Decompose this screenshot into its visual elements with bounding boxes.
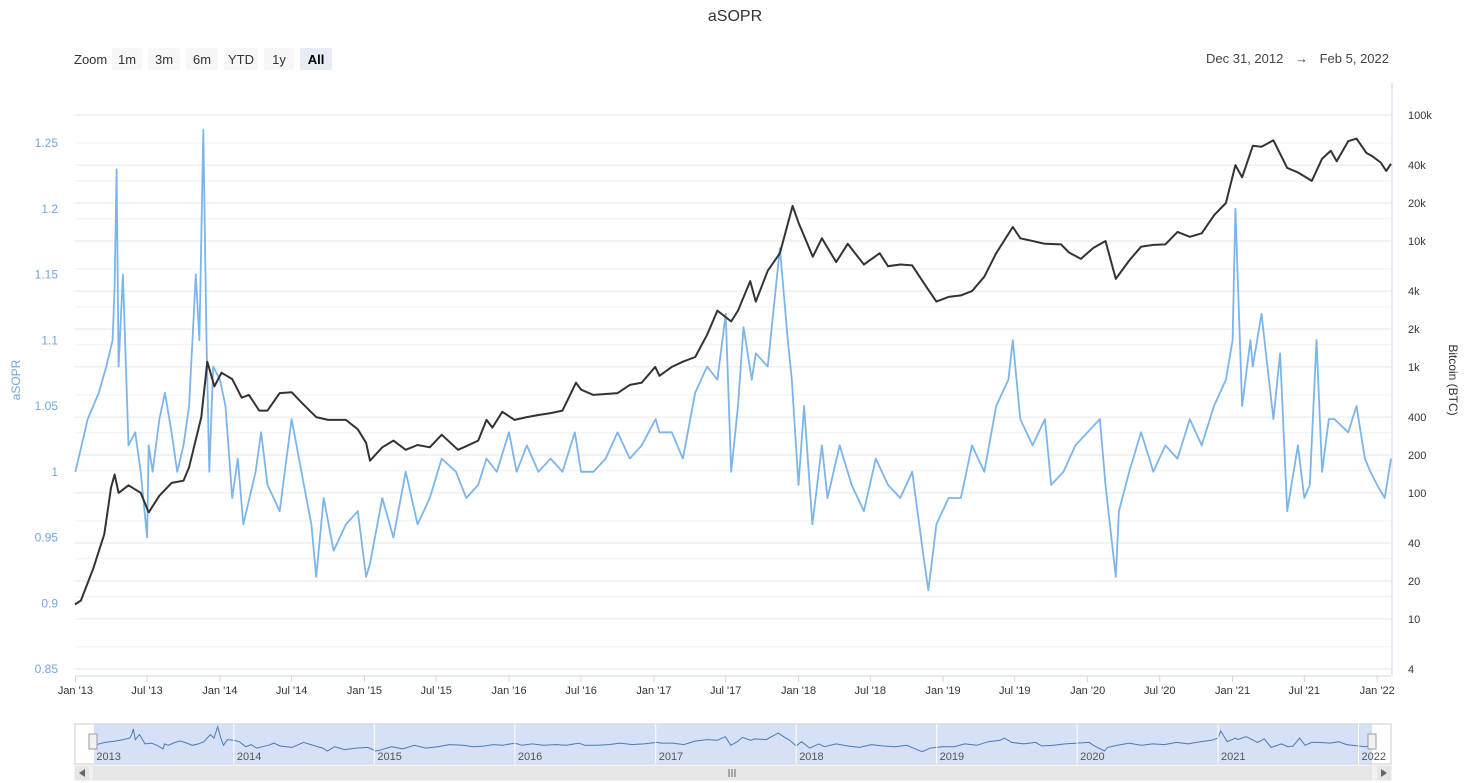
zoom-button-label: 3m (155, 52, 173, 67)
left-axis-tick: 0.85 (35, 662, 59, 676)
right-axis-tick: 10 (1408, 614, 1420, 626)
x-axis-tick: Jul '21 (1289, 685, 1320, 697)
x-axis-tick: Jan '16 (491, 685, 526, 697)
axes: 4 10 20 40 100 200 400 1k 2k 4k 10k 20k 40k 100k 0.85 0… (35, 83, 1432, 697)
navigator-tick: 2014 (237, 751, 261, 763)
navigator[interactable]: 2013 2014 2015 2016 2017 2018 2019 2020 2021 2022 (74, 723, 1392, 781)
asopr-series-line (74, 128, 1392, 591)
right-axis-tick: 10k (1408, 236, 1426, 248)
zoom-button-label: 6m (193, 52, 211, 67)
right-axis-tick: 1k (1408, 362, 1420, 374)
x-axis-tick: Jan '22 (1360, 685, 1395, 697)
x-axis-tick: Jan '21 (1215, 685, 1250, 697)
arrow-right-icon (1381, 769, 1387, 777)
zoom-button-label: All (308, 52, 325, 67)
date-range-text[interactable]: Dec 31, 2012 → Feb 5, 2022 (1206, 51, 1389, 66)
x-axis-tick: Jan '18 (781, 685, 816, 697)
zoom-button-label: 1y (272, 52, 286, 67)
x-axis-tick: Jul '20 (1144, 685, 1175, 697)
zoom-button-ytd[interactable]: YTD (224, 48, 258, 70)
right-axis-tick: 2k (1408, 324, 1420, 336)
zoom-button-1m[interactable]: 1m (112, 48, 142, 70)
zoom-label: Zoom (74, 52, 107, 67)
zoom-controls: Zoom 1m 3m 6m YTD 1y All (74, 48, 332, 70)
left-axis-tick: 1.1 (41, 333, 58, 347)
arrow-left-icon (79, 769, 85, 777)
zoom-button-6m[interactable]: 6m (186, 48, 218, 70)
right-axis-tick: 100 (1408, 488, 1426, 500)
left-axis-title: aSOPR (9, 359, 23, 400)
left-axis-tick: 0.95 (35, 531, 59, 545)
x-axis-tick: Jul '15 (420, 685, 451, 697)
x-axis-tick: Jul '18 (854, 685, 885, 697)
navigator-series-line (93, 724, 1373, 753)
left-axis-tick: 1.15 (35, 268, 59, 282)
right-axis-tick: 40 (1408, 538, 1420, 550)
grid-lines (75, 114, 1391, 670)
right-axis-tick: 20k (1408, 198, 1426, 210)
navigator-tick: 2016 (518, 751, 542, 763)
zoom-button-1y[interactable]: 1y (264, 48, 294, 70)
right-axis-tick: 100k (1408, 110, 1432, 122)
navigator-tick: 2022 (1362, 751, 1386, 763)
date-range: Dec 31, 2012 → Feb 5, 2022 (1206, 51, 1389, 66)
zoom-button-label: 1m (118, 52, 136, 67)
right-axis-tick: 4 (1408, 664, 1414, 676)
right-axis-tick: 200 (1408, 450, 1426, 462)
navigator-tick: 2019 (940, 751, 964, 763)
chart-title: aSOPR (708, 8, 762, 25)
right-axis-tick: 20 (1408, 576, 1420, 588)
btc-price-series-line (74, 137, 1392, 606)
range-arrow: → (1295, 51, 1308, 66)
left-axis-tick: 1.2 (41, 202, 58, 216)
range-to: Feb 5, 2022 (1320, 51, 1389, 66)
right-axis-tick: 400 (1408, 412, 1426, 424)
navigator-right-handle[interactable] (1367, 733, 1377, 750)
range-from: Dec 31, 2012 (1206, 51, 1283, 66)
x-axis-tick: Jul '14 (276, 685, 307, 697)
navigator-tick: 2021 (1221, 751, 1245, 763)
left-axis-tick: 1.05 (35, 399, 59, 413)
right-axis-tick: 4k (1408, 286, 1420, 298)
left-axis-tick: 0.9 (41, 596, 58, 610)
navigator-tick: 2020 (1080, 751, 1104, 763)
x-axis-tick: Jan '14 (202, 685, 237, 697)
x-axis-tick: Jan '13 (58, 685, 93, 697)
left-axis-tick: 1.25 (35, 136, 59, 150)
zoom-button-3m[interactable]: 3m (148, 48, 180, 70)
navigator-left-handle[interactable] (88, 733, 98, 750)
navigator-tick: 2017 (659, 751, 683, 763)
zoom-button-all[interactable]: All (300, 48, 332, 70)
x-axis-tick: Jul '13 (131, 685, 162, 697)
x-axis-tick: Jul '17 (710, 685, 741, 697)
x-axis-tick: Jul '19 (999, 685, 1030, 697)
x-axis-tick: Jan '17 (636, 685, 671, 697)
x-axis-tick: Jan '20 (1070, 685, 1105, 697)
x-axis-tick: Jan '19 (926, 685, 961, 697)
navigator-tick: 2015 (377, 751, 401, 763)
right-axis-tick: 40k (1408, 160, 1426, 172)
x-axis-tick: Jul '16 (565, 685, 596, 697)
navigator-tick: 2018 (799, 751, 823, 763)
right-axis-title: Bitcoin (BTC) (1446, 344, 1460, 415)
navigator-tick: 2013 (96, 751, 120, 763)
zoom-button-label: YTD (228, 52, 254, 67)
x-axis-tick: Jan '15 (347, 685, 382, 697)
plot-series (74, 128, 1392, 606)
left-axis-tick: 1 (51, 465, 58, 479)
